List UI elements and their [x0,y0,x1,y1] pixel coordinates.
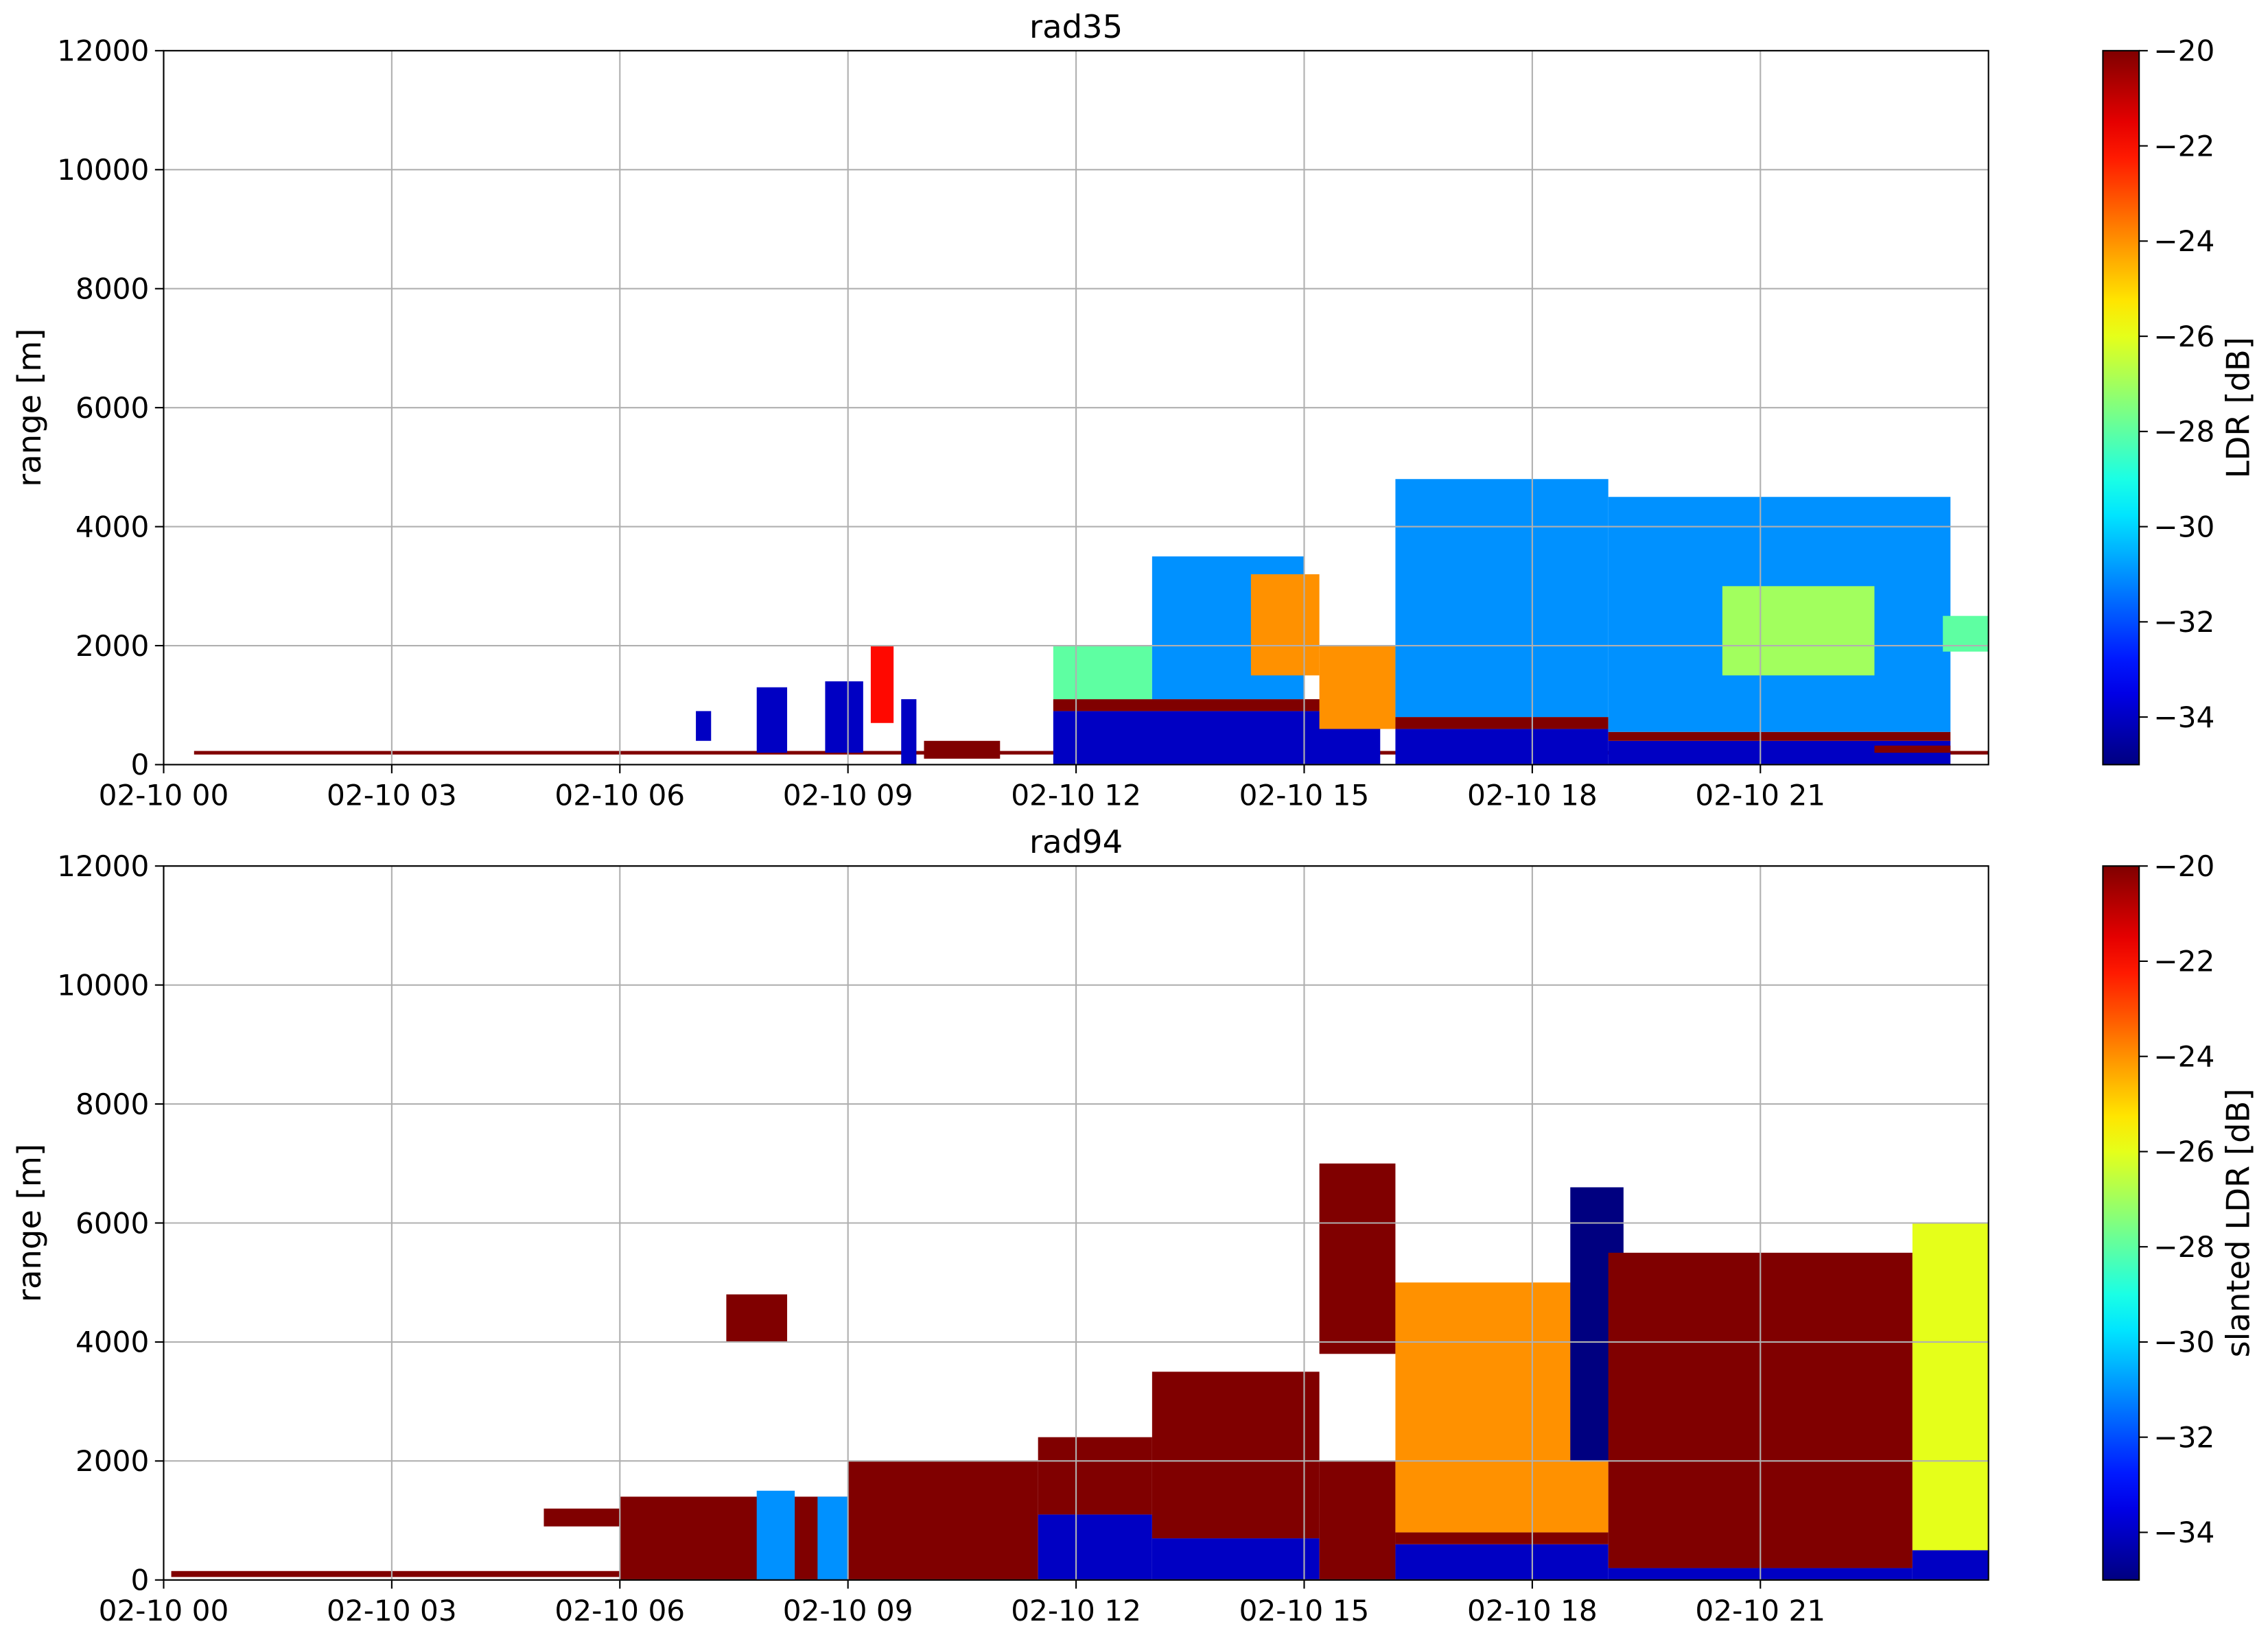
radar-cell [870,646,894,723]
y-tick-label: 10000 [57,968,149,1002]
radar-cell [1038,1437,1152,1515]
x-tick-label: 02-10 21 [1695,779,1825,812]
y-tick-label: 2000 [75,1444,149,1478]
plot [171,1163,1989,1580]
colorbar-tick-label: −30 [2153,510,2214,543]
y-tick-label: 10000 [57,153,149,187]
x-tick-label: 02-10 15 [1239,779,1370,812]
radar-cell [1912,1550,1989,1580]
x-tick-label: 02-10 18 [1467,779,1598,812]
radar-cell [756,687,788,753]
radar-cell [847,1461,1038,1580]
x-tick-label: 02-10 00 [99,779,229,812]
radar-cell [1053,699,1381,711]
colorbar-tick-label: −30 [2153,1326,2214,1359]
x-tick-label: 02-10 12 [1011,1594,1141,1627]
radar-cell [543,1508,620,1527]
colorbar-tick-label: −28 [2153,415,2214,449]
colorbar-tick-label: −28 [2153,1230,2214,1264]
radar-cell [696,711,712,741]
radar-cell [924,740,1001,759]
radar-cell [1151,1372,1320,1539]
y-tick-label: 4000 [75,510,149,543]
x-tick-label: 02-10 21 [1695,1594,1825,1627]
y-axis-label: range [m] [11,1144,48,1302]
y-tick-label: 6000 [75,1206,149,1240]
y-tick-label: 8000 [75,1087,149,1121]
chart-title: rad94 [1029,823,1123,860]
radar-cell [1608,731,1951,741]
radar-cell [901,699,917,765]
colorbar [2102,49,2140,766]
colorbar-label: LDR [dB] [2220,337,2257,478]
colorbar-tick-label: −20 [2153,34,2214,68]
y-tick-label: 12000 [57,849,149,883]
colorbar-tick-label: −20 [2153,849,2214,883]
y-axis-label: range [m] [11,329,48,487]
radar-cell [1395,479,1609,718]
colorbar-tick-label: −26 [2153,1135,2214,1168]
x-tick-label: 02-10 03 [327,779,457,812]
colorbar-tick-label: −32 [2153,605,2214,639]
x-tick-label: 02-10 06 [554,1594,685,1627]
radar-cell [1395,717,1609,729]
y-tick-label: 0 [131,1564,150,1597]
x-tick-label: 02-10 18 [1467,1594,1598,1627]
colorbar-tick-label: −22 [2153,129,2214,163]
radar-cell [1395,1532,1609,1544]
radar-cell [1874,745,1951,753]
y-tick-label: 2000 [75,629,149,663]
colorbar-tick-label: −34 [2153,701,2214,734]
radar-cell [1319,1163,1396,1354]
radar-cell [756,1490,795,1580]
x-tick-label: 02-10 09 [783,1594,913,1627]
plot-frame [163,865,1989,1581]
radar-cell [726,1294,788,1342]
y-tick-label: 12000 [57,34,149,68]
chart-title: rad35 [1029,8,1123,45]
y-tick-label: 0 [131,748,150,781]
plot-frame [163,49,1989,766]
colorbar-tick-label: −34 [2153,1516,2214,1549]
y-tick-label: 4000 [75,1326,149,1359]
radar-cell [171,1571,697,1577]
x-tick-label: 02-10 03 [327,1594,457,1627]
plot [194,479,1989,765]
x-tick-label: 02-10 12 [1011,779,1141,812]
radar-cell [1319,646,1396,729]
y-tick-label: 6000 [75,391,149,425]
x-tick-label: 02-10 06 [554,779,685,812]
colorbar-tick-label: −32 [2153,1420,2214,1454]
radar-cell [825,681,863,753]
radar-cell [1395,729,1609,765]
colorbar-tick-label: −22 [2153,945,2214,978]
colorbar-tick-label: −24 [2153,224,2214,258]
y-tick-label: 8000 [75,272,149,306]
x-tick-label: 02-10 09 [783,779,913,812]
radar-cell [1151,1538,1320,1580]
colorbar [2102,865,2140,1581]
radar-cell [1038,1514,1152,1580]
radar-cell [1912,1223,1989,1551]
colorbar-tick-label: −26 [2153,320,2214,353]
radar-cell [1053,646,1152,700]
radar-cell [1319,1461,1396,1580]
radar-cell [1250,574,1320,676]
radar-cell [1395,1544,1609,1580]
x-tick-label: 02-10 00 [99,1594,229,1627]
colorbar-label: slanted LDR [dB] [2220,1088,2257,1357]
radar-cell [1722,586,1875,676]
colorbar-tick-label: −24 [2153,1039,2214,1073]
radar-cell [620,1496,848,1580]
x-tick-label: 02-10 15 [1239,1594,1370,1627]
